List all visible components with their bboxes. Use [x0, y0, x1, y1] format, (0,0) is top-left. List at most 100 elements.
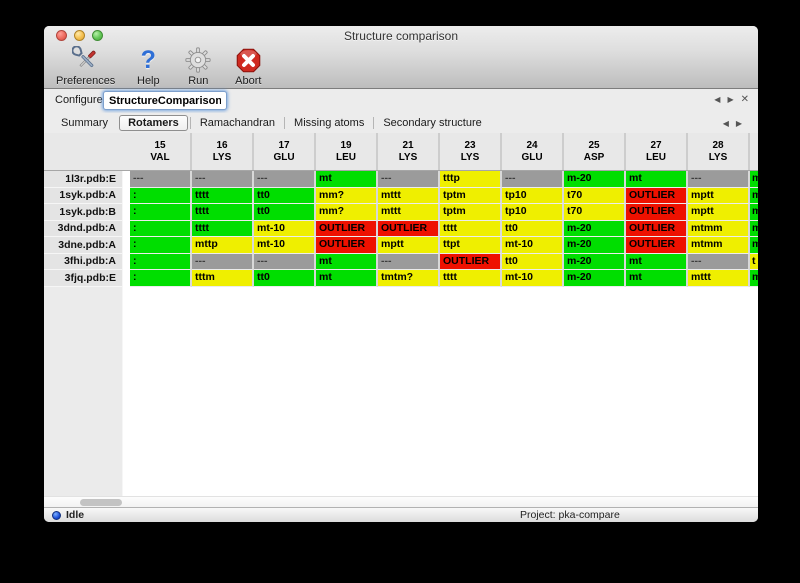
rotamer-cell[interactable]: mttt — [378, 187, 440, 204]
scrollbar-thumb[interactable] — [80, 499, 122, 506]
rotamer-cell[interactable]: tt0 — [502, 253, 564, 270]
rotamer-cell[interactable]: tp10 — [502, 187, 564, 204]
close-window-button[interactable] — [56, 30, 67, 41]
prev-page-icon[interactable]: ◀ — [714, 95, 721, 104]
rotamer-cell[interactable]: OUTLIER — [626, 220, 688, 237]
close-tab-icon[interactable]: ✕ — [740, 94, 749, 105]
rotamer-cell[interactable]: --- — [254, 253, 316, 270]
rotamer-cell[interactable]: mtmm — [688, 237, 750, 254]
rotamer-cell[interactable]: mt — [316, 253, 378, 270]
rotamer-cell[interactable]: tttt — [440, 270, 502, 287]
rotamer-cell[interactable]: : — [130, 220, 192, 237]
rotamer-cell[interactable]: --- — [688, 253, 750, 270]
rotamer-cell[interactable]: OUTLIER — [626, 237, 688, 254]
rotamer-cell[interactable]: mt — [316, 171, 378, 188]
rotamer-cell[interactable]: --- — [130, 171, 192, 188]
rotamer-cell[interactable]: mm? — [316, 187, 378, 204]
rotamer-cell[interactable]: mt-10 — [502, 270, 564, 287]
rotamer-cell[interactable]: --- — [378, 171, 440, 188]
next-tab-icon[interactable]: ▶ — [735, 119, 742, 128]
rotamer-cell[interactable]: mt-10 — [254, 237, 316, 254]
tab-missing-atoms[interactable]: Missing atoms — [294, 117, 365, 129]
run-button[interactable]: Run — [181, 46, 215, 87]
row-label[interactable]: 3fjq.pdb:E — [44, 270, 122, 287]
help-button[interactable]: ? Help — [131, 46, 165, 87]
rotamer-cell[interactable]: tmtm? — [378, 270, 440, 287]
column-header-15[interactable]: 15 VAL — [130, 133, 192, 170]
rotamer-cell[interactable]: OUTLIER — [626, 187, 688, 204]
rotamer-cell[interactable]: --- — [254, 171, 316, 188]
rotamer-cell[interactable]: m — [750, 220, 758, 237]
rotamer-cell[interactable]: OUTLIER — [626, 204, 688, 221]
column-header-19[interactable]: 19 LEU — [316, 133, 378, 170]
row-label[interactable]: 3dne.pdb:A — [44, 237, 122, 254]
rotamer-cell[interactable]: tt0 — [254, 187, 316, 204]
rotamer-cell[interactable]: mt — [626, 171, 688, 188]
rotamer-cell[interactable]: m — [750, 204, 758, 221]
rotamer-cell[interactable]: --- — [378, 253, 440, 270]
rotamer-cell[interactable]: mt-10 — [254, 220, 316, 237]
rotamer-cell[interactable]: mm? — [316, 204, 378, 221]
rotamer-cell[interactable]: m — [750, 187, 758, 204]
rotamer-cell[interactable]: m — [750, 171, 758, 188]
rotamer-cell[interactable]: mttt — [688, 270, 750, 287]
rotamer-cell[interactable]: t — [750, 253, 758, 270]
rotamer-cell[interactable]: mt — [316, 270, 378, 287]
row-label[interactable]: 1syk.pdb:B — [44, 204, 122, 221]
rotamer-cell[interactable]: ttpt — [440, 237, 502, 254]
rotamer-cell[interactable]: tttp — [440, 171, 502, 188]
rotamer-cell[interactable]: : — [130, 204, 192, 221]
horizontal-scrollbar[interactable] — [44, 496, 758, 508]
rotamer-cell[interactable]: tt0 — [502, 220, 564, 237]
zoom-window-button[interactable] — [92, 30, 103, 41]
column-header-16[interactable]: 16 LYS — [192, 133, 254, 170]
rotamer-cell[interactable]: tttt — [440, 220, 502, 237]
rotamer-cell[interactable]: mptt — [378, 237, 440, 254]
row-label[interactable]: 3fhi.pdb:A — [44, 253, 122, 270]
rotamer-cell[interactable]: m-20 — [564, 253, 626, 270]
rotamer-cell[interactable]: : — [130, 187, 192, 204]
rotamer-cell[interactable]: m — [750, 237, 758, 254]
rotamer-cell[interactable]: tttt — [192, 204, 254, 221]
column-header-27[interactable]: 27 LEU — [626, 133, 688, 170]
rotamer-cell[interactable]: --- — [192, 171, 254, 188]
rotamer-cell[interactable]: tptm — [440, 187, 502, 204]
column-header-17[interactable]: 17 GLU — [254, 133, 316, 170]
tab-summary[interactable]: Summary — [61, 117, 109, 129]
row-label[interactable]: 1l3r.pdb:E — [44, 171, 122, 188]
rotamer-cell[interactable]: OUTLIER — [440, 253, 502, 270]
rotamer-cell[interactable]: : — [130, 253, 192, 270]
column-header-partial[interactable] — [750, 133, 758, 170]
rotamer-cell[interactable]: m-20 — [564, 171, 626, 188]
tab-secondary-structure[interactable]: Secondary structure — [383, 117, 482, 129]
preferences-button[interactable]: Preferences — [56, 46, 115, 87]
rotamer-cell[interactable]: mttp — [192, 237, 254, 254]
rotamer-cell[interactable]: tp10 — [502, 204, 564, 221]
rotamer-cell[interactable]: mt-10 — [502, 237, 564, 254]
rotamer-cell[interactable]: --- — [192, 253, 254, 270]
tab-ramachandran[interactable]: Ramachandran — [199, 117, 276, 129]
column-header-28[interactable]: 28 LYS — [688, 133, 750, 170]
rotamer-cell[interactable]: m-20 — [564, 220, 626, 237]
title-bar[interactable]: Structure comparison — [44, 26, 758, 45]
rotamer-cell[interactable]: mt — [626, 253, 688, 270]
configure-name-input[interactable] — [103, 91, 227, 110]
column-header-25[interactable]: 25 ASP — [564, 133, 626, 170]
column-header-21[interactable]: 21 LYS — [378, 133, 440, 170]
row-label[interactable]: 3dnd.pdb:A — [44, 220, 122, 237]
rotamer-cell[interactable]: m-20 — [564, 270, 626, 287]
column-header-24[interactable]: 24 GLU — [502, 133, 564, 170]
row-label[interactable]: 1syk.pdb:A — [44, 187, 122, 204]
rotamer-cell[interactable]: mptt — [688, 187, 750, 204]
rotamer-cell[interactable]: tttt — [192, 220, 254, 237]
abort-button[interactable]: Abort — [231, 46, 265, 87]
rotamer-cell[interactable]: tt0 — [254, 204, 316, 221]
rotamer-cell[interactable]: tttm — [192, 270, 254, 287]
rotamer-cell[interactable]: m — [750, 270, 758, 287]
minimize-window-button[interactable] — [74, 30, 85, 41]
rotamer-cell[interactable]: mptt — [688, 204, 750, 221]
column-header-23[interactable]: 23 LYS — [440, 133, 502, 170]
rotamer-cell[interactable]: : — [130, 237, 192, 254]
rotamer-cell[interactable]: : — [130, 270, 192, 287]
rotamer-cell[interactable]: --- — [688, 171, 750, 188]
